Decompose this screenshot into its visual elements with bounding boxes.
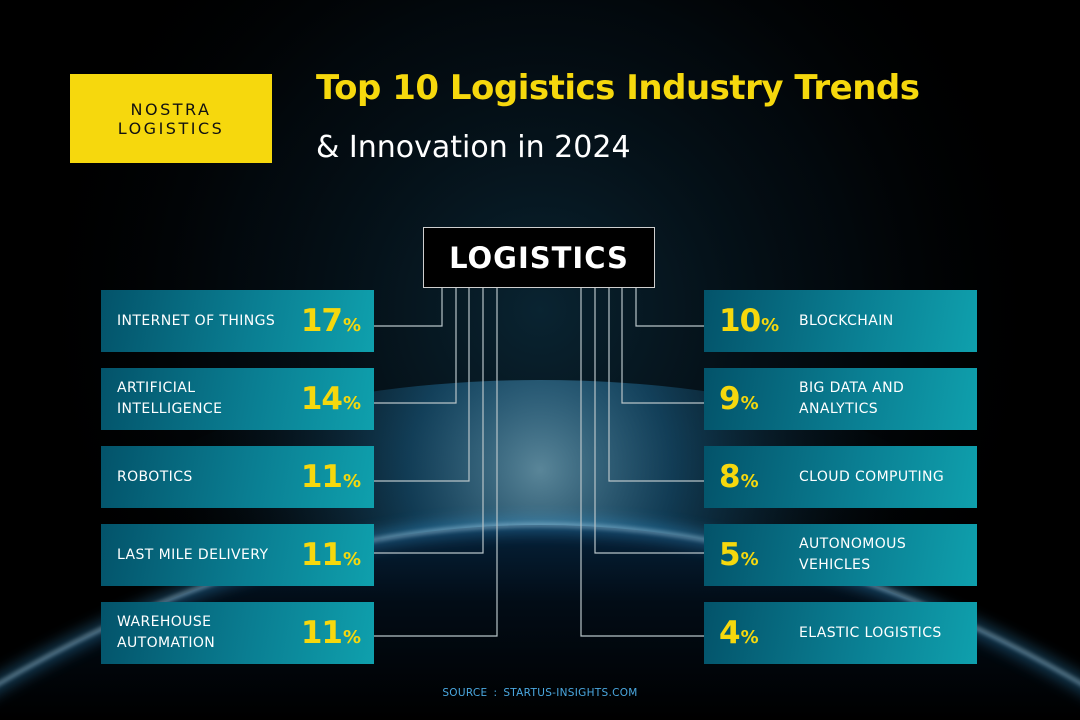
trend-unit: %: [342, 627, 361, 648]
trend-value: 11: [300, 615, 343, 651]
brand-logo: NOSTRA LOGISTICS: [70, 74, 272, 163]
trend-card: INTERNET OF THINGS 17%: [101, 290, 374, 352]
trend-card: 10% BLOCKCHAIN: [704, 290, 977, 352]
trend-unit: %: [740, 549, 759, 570]
logo-line1: NOSTRA: [130, 99, 212, 119]
connector-line: [635, 288, 704, 327]
page-title: Top 10 Logistics Industry Trends: [316, 68, 920, 108]
trend-value: 4: [719, 615, 741, 651]
connector-line: [374, 288, 498, 637]
trend-value: 14: [300, 381, 343, 417]
trend-label: INTERNET OF THINGS: [117, 312, 276, 329]
trend-card: 9% BIG DATA AND ANALYTICS: [704, 368, 977, 430]
connector-line: [374, 288, 484, 554]
source-label: SOURCE: [442, 687, 488, 699]
trend-card: ARTIFICIAL INTELLIGENCE 14%: [101, 368, 374, 430]
trend-value: 11: [300, 537, 343, 573]
trend-label: AUTONOMOUS VEHICLES: [799, 536, 907, 573]
trend-card: ROBOTICS 11%: [101, 446, 374, 508]
trend-unit: %: [342, 315, 361, 336]
trend-label: ROBOTICS: [117, 468, 193, 485]
trend-value: 17: [300, 303, 343, 339]
trend-value: 8: [719, 459, 741, 495]
connector-line: [374, 288, 457, 404]
hub-node: LOGISTICS: [423, 227, 655, 288]
trend-label: ARTIFICIAL INTELLIGENCE: [117, 380, 223, 417]
trend-label: WAREHOUSE AUTOMATION: [117, 614, 216, 651]
trend-label: BLOCKCHAIN: [799, 312, 894, 329]
trend-unit: %: [342, 393, 361, 414]
trend-percent: 11%: [301, 459, 361, 495]
trend-value: 5: [719, 537, 741, 573]
trend-card: 5% AUTONOMOUS VEHICLES: [704, 524, 977, 586]
trend-unit: %: [740, 627, 759, 648]
connector-line: [608, 288, 704, 482]
trend-percent: 11%: [301, 615, 361, 651]
connector-line: [374, 288, 443, 327]
trend-percent: 8%: [719, 459, 799, 495]
trend-percent: 14%: [301, 381, 361, 417]
hub-label: LOGISTICS: [449, 240, 629, 275]
trend-card: WAREHOUSE AUTOMATION 11%: [101, 602, 374, 664]
trend-label: LAST MILE DELIVERY: [117, 546, 269, 563]
trend-card: 8% CLOUD COMPUTING: [704, 446, 977, 508]
trend-card: 4% ELASTIC LOGISTICS: [704, 602, 977, 664]
trend-percent: 17%: [301, 303, 361, 339]
connector-line: [580, 288, 704, 637]
trend-percent: 9%: [719, 381, 799, 417]
trend-percent: 5%: [719, 537, 799, 573]
trend-percent: 10%: [719, 303, 799, 339]
trend-value: 9: [719, 381, 741, 417]
trend-value: 11: [300, 459, 343, 495]
source-caption: SOURCE: STARTUS-INSIGHTS.COM: [0, 687, 1080, 699]
source-value: STARTUS-INSIGHTS.COM: [503, 687, 638, 699]
trend-unit: %: [342, 549, 361, 570]
page-subtitle: & Innovation in 2024: [316, 130, 631, 165]
trend-unit: %: [740, 471, 759, 492]
connector-line: [594, 288, 704, 554]
trend-percent: 4%: [719, 615, 799, 651]
trend-unit: %: [761, 315, 780, 336]
connector-line: [374, 288, 470, 482]
connector-line: [621, 288, 704, 404]
logo-line2: LOGISTICS: [117, 118, 225, 138]
trend-value: 10: [719, 303, 761, 339]
trend-card: LAST MILE DELIVERY 11%: [101, 524, 374, 586]
trend-unit: %: [740, 393, 759, 414]
trend-label: BIG DATA AND ANALYTICS: [799, 380, 905, 417]
source-separator: :: [493, 687, 498, 699]
trend-unit: %: [342, 471, 361, 492]
trend-label: CLOUD COMPUTING: [799, 468, 945, 485]
trend-label: ELASTIC LOGISTICS: [799, 624, 942, 641]
trend-percent: 11%: [301, 537, 361, 573]
